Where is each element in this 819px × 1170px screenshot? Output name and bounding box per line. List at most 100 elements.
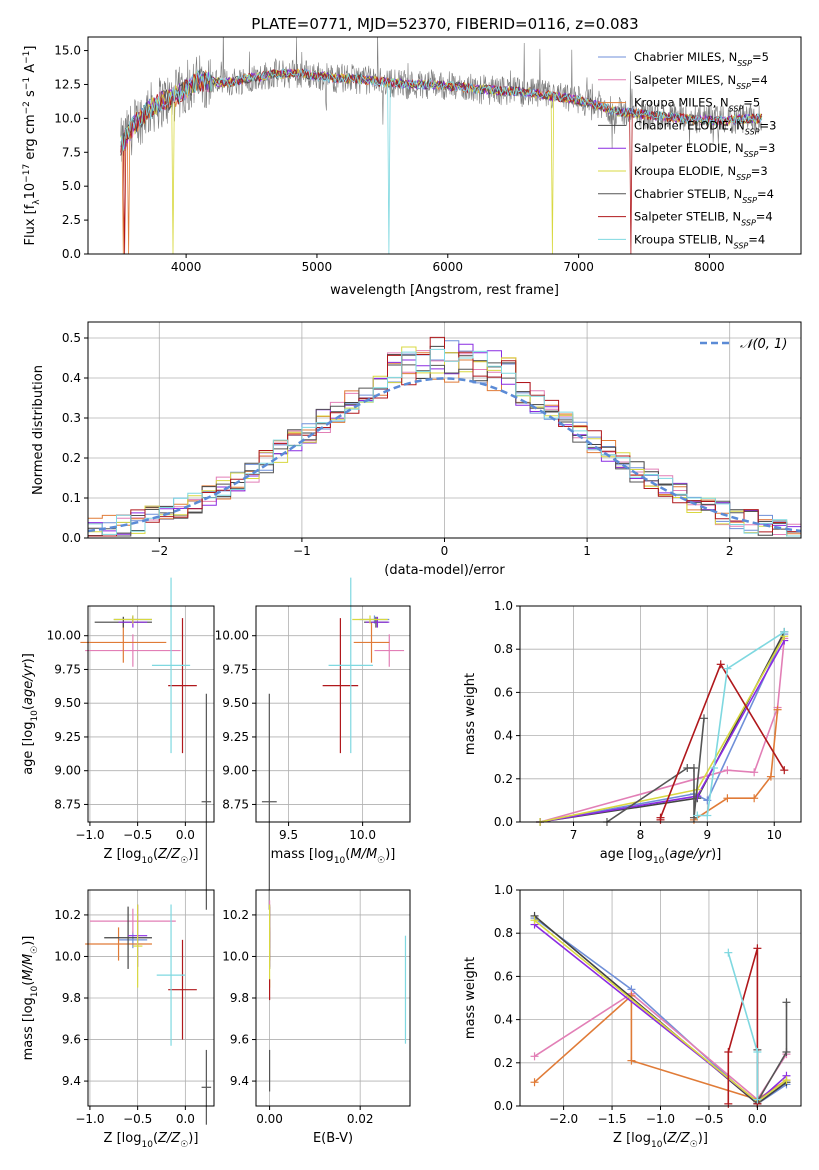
y-tick-label: 9.8 <box>230 991 249 1005</box>
legend-label: Chabrier STELIB, NSSP=4 <box>634 187 774 205</box>
y-tick-label: 2.5 <box>62 213 81 227</box>
y-tick-label: 0.6 <box>494 969 513 983</box>
y-tick-label: 8.75 <box>222 797 249 811</box>
weight-line <box>539 635 785 823</box>
x-tick-label: −1.5 <box>597 1112 626 1126</box>
y-tick-label: 9.4 <box>230 1074 249 1088</box>
weight-line <box>727 952 759 1100</box>
y-tick-label: 0.4 <box>494 1013 513 1027</box>
x-tick-label: −0.5 <box>123 828 152 842</box>
y-axis-label: mass weight <box>463 957 478 1039</box>
x-axis-label: Z [log10(Z/Z☉)] <box>613 1131 708 1150</box>
x-tick-label: 1 <box>583 544 591 558</box>
y-tick-label: 10.2 <box>222 908 249 922</box>
x-axis-label: Z [log10(Z/Z☉)] <box>104 847 199 866</box>
weight-line <box>539 631 786 823</box>
x-tick-label: −1.0 <box>646 1112 675 1126</box>
y-tick-label: 9.00 <box>54 764 81 778</box>
y-tick-label: 9.50 <box>222 696 249 710</box>
legend-label: Salpeter MILES, NSSP=4 <box>634 73 768 91</box>
y-tick-label: 1.0 <box>494 599 513 613</box>
y-tick-label: 0.1 <box>62 491 81 505</box>
y-tick-label: 0.3 <box>62 411 81 425</box>
legend-label: Salpeter STELIB, NSSP=4 <box>634 210 773 228</box>
y-axis-label: Flux [fλ10−17 erg cm−2 s−1 A−1] <box>22 46 42 246</box>
x-tick-label: −1.0 <box>75 1112 104 1126</box>
x-tick-label: −1 <box>293 544 311 558</box>
y-tick-label: 0.4 <box>494 729 513 743</box>
y-tick-label: 9.50 <box>54 696 81 710</box>
y-tick-label: 0.0 <box>62 531 81 545</box>
y-tick-label: 0.8 <box>494 926 513 940</box>
y-tick-label: 0.5 <box>62 331 81 345</box>
x-tick-label: −0.5 <box>694 1112 723 1126</box>
x-tick-label: 0.02 <box>347 1112 374 1126</box>
x-tick-label: 0.0 <box>176 828 195 842</box>
y-tick-label: 9.00 <box>222 764 249 778</box>
weight-line <box>539 633 786 823</box>
x-tick-label: 8000 <box>694 260 725 274</box>
y-tick-label: 0.2 <box>494 772 513 786</box>
y-tick-label: 0.8 <box>494 642 513 656</box>
legend-label: Kroupa STELIB, NSSP=4 <box>634 232 765 250</box>
axes-frame <box>87 36 802 255</box>
y-tick-label: 9.75 <box>222 662 249 676</box>
residual-histogram <box>88 354 801 537</box>
y-tick-label: 9.25 <box>54 730 81 744</box>
legend-label: Chabrier MILES, NSSP=5 <box>634 50 769 68</box>
y-tick-label: 10.0 <box>222 949 249 963</box>
y-tick-label: 0.2 <box>62 451 81 465</box>
y-tick-label: 0.0 <box>494 1099 513 1113</box>
x-tick-label: 4000 <box>171 260 202 274</box>
y-tick-label: 10.0 <box>54 949 81 963</box>
x-tick-label: −0.5 <box>123 1112 152 1126</box>
y-tick-label: 0.4 <box>62 371 81 385</box>
x-tick-label: −2.0 <box>549 1112 578 1126</box>
x-tick-label: 9 <box>704 828 712 842</box>
y-tick-label: 0.0 <box>494 815 513 829</box>
x-tick-label: 0.0 <box>748 1112 767 1126</box>
model-spectrum <box>120 67 763 254</box>
x-tick-label: −1.0 <box>75 828 104 842</box>
y-tick-label: 9.75 <box>54 662 81 676</box>
y-tick-label: 10.2 <box>54 908 81 922</box>
y-tick-label: 9.4 <box>62 1074 81 1088</box>
x-tick-label: 0 <box>441 544 449 558</box>
x-axis-label: mass [log10(M/M☉)] <box>271 847 396 866</box>
x-tick-label: 10.0 <box>349 828 376 842</box>
weight-line <box>539 640 785 823</box>
x-axis-label: (data-model)/error <box>384 563 505 578</box>
residual-histogram <box>88 348 801 537</box>
y-tick-label: 1.0 <box>494 883 513 897</box>
y-tick-label: 9.6 <box>62 1033 81 1047</box>
x-tick-label: 7000 <box>563 260 594 274</box>
y-tick-label: 10.0 <box>54 111 81 125</box>
observed-spectrum <box>120 37 763 162</box>
x-tick-label: 9.5 <box>279 828 298 842</box>
x-tick-label: 5000 <box>302 260 333 274</box>
legend-label: Kroupa MILES, NSSP=5 <box>634 96 760 114</box>
y-axis-label: age [log10(age/yr)] <box>21 653 40 775</box>
axes-frame <box>87 605 215 823</box>
y-tick-label: 9.8 <box>62 991 81 1005</box>
weight-line <box>539 638 786 823</box>
y-tick-label: 7.5 <box>62 145 81 159</box>
axes-frame <box>255 605 411 823</box>
y-tick-label: 9.25 <box>222 730 249 744</box>
x-tick-label: −2 <box>150 544 168 558</box>
x-axis-label: E(B-V) <box>313 1131 353 1146</box>
y-tick-label: 12.5 <box>54 77 81 91</box>
x-tick-label: 6000 <box>432 260 463 274</box>
x-tick-label: 0.00 <box>256 1112 283 1126</box>
x-tick-label: 7 <box>570 828 578 842</box>
x-axis-label: age [log10(age/yr)] <box>600 847 722 866</box>
legend-label: Salpeter ELODIE, NSSP=3 <box>634 141 775 159</box>
y-tick-label: 0.2 <box>494 1056 513 1070</box>
x-tick-label: 2 <box>726 544 734 558</box>
axes-frame <box>519 605 802 823</box>
y-axis-label: mass weight <box>463 673 478 755</box>
legend-label: Kroupa ELODIE, NSSP=3 <box>634 164 768 182</box>
normal-reference-curve <box>87 377 802 533</box>
y-axis-label: mass [log10(M/M☉)] <box>21 936 40 1061</box>
y-tick-label: 10.00 <box>215 629 249 643</box>
